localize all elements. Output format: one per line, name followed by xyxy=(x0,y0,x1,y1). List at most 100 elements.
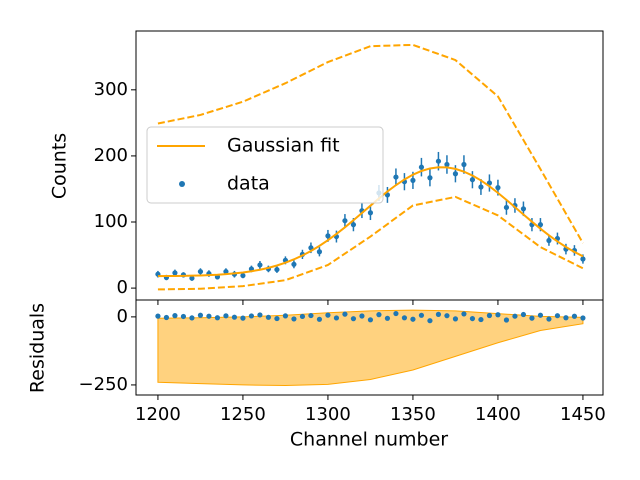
data-point xyxy=(537,312,544,318)
residual-band xyxy=(157,309,584,386)
data-point xyxy=(452,316,459,322)
y-tick-label: 200 xyxy=(94,145,128,166)
x-tick-label: 1400 xyxy=(475,404,521,425)
y-tick-label: 0 xyxy=(117,306,128,327)
data-point xyxy=(469,315,476,322)
data-point xyxy=(274,315,280,322)
data-point xyxy=(554,313,561,319)
data-point xyxy=(231,314,238,320)
data-point xyxy=(478,316,484,323)
data-point xyxy=(214,315,221,321)
data-point xyxy=(206,313,212,319)
data-point xyxy=(503,317,510,323)
data-point xyxy=(410,316,416,322)
data-point xyxy=(189,275,195,281)
data-point xyxy=(155,313,161,319)
data-point xyxy=(189,315,195,321)
data-point xyxy=(342,311,348,317)
data-point xyxy=(580,256,586,262)
data-point xyxy=(461,161,467,168)
x-tick-label: 1250 xyxy=(220,404,266,425)
fit-line xyxy=(157,166,584,278)
data-point xyxy=(308,312,314,319)
data-point xyxy=(546,316,552,322)
data-point xyxy=(384,315,391,321)
data-point xyxy=(197,268,204,275)
data-point xyxy=(512,313,518,319)
data-point xyxy=(291,316,297,322)
data-point xyxy=(520,206,527,212)
data-point xyxy=(444,161,450,168)
y-tick-label: 0 xyxy=(117,277,128,298)
x-tick-label: 1350 xyxy=(390,404,436,425)
plot-area xyxy=(155,309,586,386)
legend-label: Gaussian fit xyxy=(227,135,340,157)
legend-label: data xyxy=(227,173,270,195)
data-point xyxy=(257,312,263,318)
legend-box xyxy=(146,126,384,204)
data-point xyxy=(240,315,246,321)
x-tick-label: 1450 xyxy=(560,404,606,425)
data-point xyxy=(401,315,408,321)
data-point xyxy=(427,318,433,324)
data-point xyxy=(172,270,178,276)
data-point xyxy=(282,313,289,319)
data-point xyxy=(350,316,357,322)
bound-line xyxy=(157,43,584,244)
data-point xyxy=(520,311,527,318)
bound-line xyxy=(157,195,584,291)
data-point xyxy=(291,261,297,267)
data-point xyxy=(495,185,501,191)
data-point xyxy=(180,313,187,320)
data-point xyxy=(367,317,374,323)
data-point xyxy=(197,312,204,318)
data-point xyxy=(163,314,170,321)
data-point xyxy=(537,222,544,228)
data-point xyxy=(359,313,365,319)
data-point xyxy=(393,310,399,317)
data-point xyxy=(444,313,450,319)
data-point xyxy=(172,313,178,319)
data-point xyxy=(367,210,374,216)
data-point xyxy=(325,233,331,239)
data-point xyxy=(495,312,501,318)
data-point xyxy=(376,312,382,318)
x-tick-label: 1200 xyxy=(135,404,181,425)
data-point xyxy=(427,175,433,181)
data-point xyxy=(435,158,442,164)
y-axis-label: Counts xyxy=(49,133,71,199)
data-point xyxy=(274,266,280,273)
data-point xyxy=(316,249,323,255)
y-tick-label: −250 xyxy=(79,374,128,395)
data-point xyxy=(435,311,442,317)
data-point xyxy=(410,177,416,183)
y-tick-label: 300 xyxy=(94,79,128,100)
x-tick-label: 1300 xyxy=(305,404,351,425)
data-point xyxy=(563,315,569,321)
data-point xyxy=(265,314,272,320)
data-point xyxy=(469,177,476,183)
data-point xyxy=(503,204,510,211)
data-point xyxy=(350,222,357,228)
data-point xyxy=(452,171,459,177)
data-point xyxy=(240,272,246,279)
data-point xyxy=(393,174,399,180)
data-point xyxy=(461,311,467,317)
data-point xyxy=(257,262,263,268)
data-point xyxy=(248,313,255,319)
plot-area xyxy=(155,43,586,291)
x-axis-label: Channel number xyxy=(290,429,448,451)
data-point xyxy=(571,313,578,319)
data-point xyxy=(223,313,229,319)
data-point xyxy=(478,184,484,190)
data-point xyxy=(223,268,229,275)
y-axis-label: Residuals xyxy=(27,303,49,393)
data-point xyxy=(418,164,425,170)
legend-swatch xyxy=(179,181,185,187)
y-tick-label: 100 xyxy=(94,211,128,232)
data-point xyxy=(546,237,552,244)
data-point xyxy=(316,316,323,322)
data-point xyxy=(580,315,586,321)
data-point xyxy=(299,313,306,320)
